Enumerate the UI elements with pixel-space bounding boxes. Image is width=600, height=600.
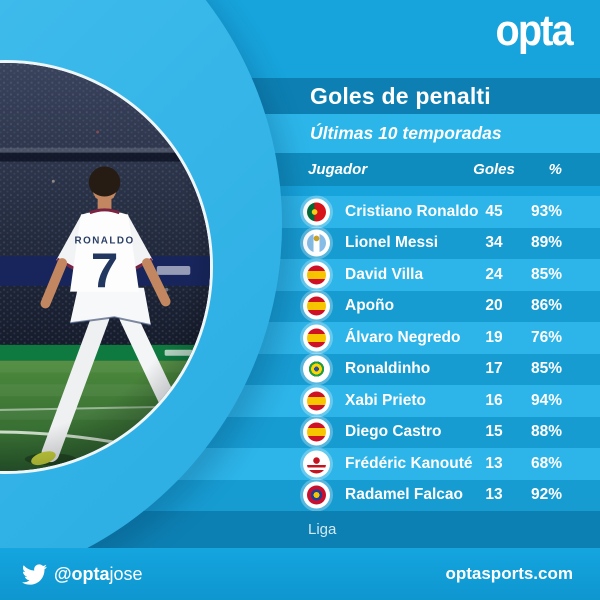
footer-bar: @optajose optasports.com xyxy=(0,548,600,600)
twitter-handle-text: @optajose xyxy=(54,564,143,585)
goals-value: 15 xyxy=(485,423,503,441)
player-name: Frédéric Kanouté xyxy=(345,454,473,472)
percentage-value: 85% xyxy=(530,265,562,283)
twitter-handle-bold: @opta xyxy=(54,563,110,584)
team-badge xyxy=(303,387,330,415)
player-name: Apoño xyxy=(345,297,395,315)
team-badge-icon xyxy=(307,296,326,316)
percentage-value: 68% xyxy=(530,454,562,472)
twitter-handle: @optajose xyxy=(22,548,143,600)
competition-footnote: Liga xyxy=(308,521,337,538)
team-badge xyxy=(303,481,330,509)
percentage-value: 89% xyxy=(530,234,562,252)
team-badge-icon xyxy=(307,359,326,379)
player-name: Ronaldinho xyxy=(345,360,431,378)
goals-value: 45 xyxy=(485,202,503,220)
goals-value: 20 xyxy=(485,297,503,315)
percentage-value: 88% xyxy=(530,423,562,441)
column-header-percentage: % xyxy=(548,161,562,178)
column-header-goals: Goles xyxy=(473,161,515,178)
opta-logo: opta xyxy=(495,6,574,55)
goals-value: 19 xyxy=(485,328,503,346)
team-badge-icon xyxy=(307,485,326,505)
goals-value: 17 xyxy=(485,360,503,378)
team-badge xyxy=(303,198,330,226)
goals-value: 16 xyxy=(485,391,503,409)
team-badge-icon xyxy=(307,454,326,474)
page-title: Goles de penalti xyxy=(310,82,491,109)
player-name: Lionel Messi xyxy=(345,234,439,252)
team-badge xyxy=(303,324,330,352)
goals-value: 13 xyxy=(485,486,503,504)
team-badge-icon xyxy=(307,328,326,348)
goals-value: 13 xyxy=(485,454,503,472)
team-badge-icon xyxy=(307,422,326,442)
team-badge-icon xyxy=(307,265,326,285)
team-badge xyxy=(303,418,330,446)
twitter-bird-icon xyxy=(22,563,47,585)
team-badge xyxy=(303,229,330,257)
twitter-handle-light: jose xyxy=(109,563,143,584)
percentage-value: 76% xyxy=(530,328,562,346)
team-badge-icon xyxy=(307,202,326,222)
player-name: David Villa xyxy=(345,265,424,283)
player-name: Álvaro Negredo xyxy=(345,328,461,346)
team-badge-icon xyxy=(307,391,326,411)
team-badge xyxy=(303,355,330,383)
page-subtitle: Últimas 10 temporadas xyxy=(310,123,502,143)
percentage-value: 93% xyxy=(530,202,562,220)
column-header-player: Jugador xyxy=(308,161,368,178)
player-name: Xabi Prieto xyxy=(345,391,426,409)
team-badge xyxy=(303,450,330,478)
goals-value: 34 xyxy=(485,234,503,252)
team-badge xyxy=(303,261,330,289)
goals-value: 24 xyxy=(485,265,503,283)
website-url: optasports.com xyxy=(445,564,573,583)
percentage-value: 85% xyxy=(530,360,562,378)
player-name: Diego Castro xyxy=(345,423,442,441)
team-badge-icon xyxy=(307,233,326,253)
player-name: Cristiano Ronaldo xyxy=(345,202,479,220)
percentage-value: 94% xyxy=(530,391,562,409)
percentage-value: 92% xyxy=(530,486,562,504)
team-badge xyxy=(303,292,330,320)
player-name: Radamel Falcao xyxy=(345,486,464,504)
percentage-value: 86% xyxy=(530,297,562,315)
